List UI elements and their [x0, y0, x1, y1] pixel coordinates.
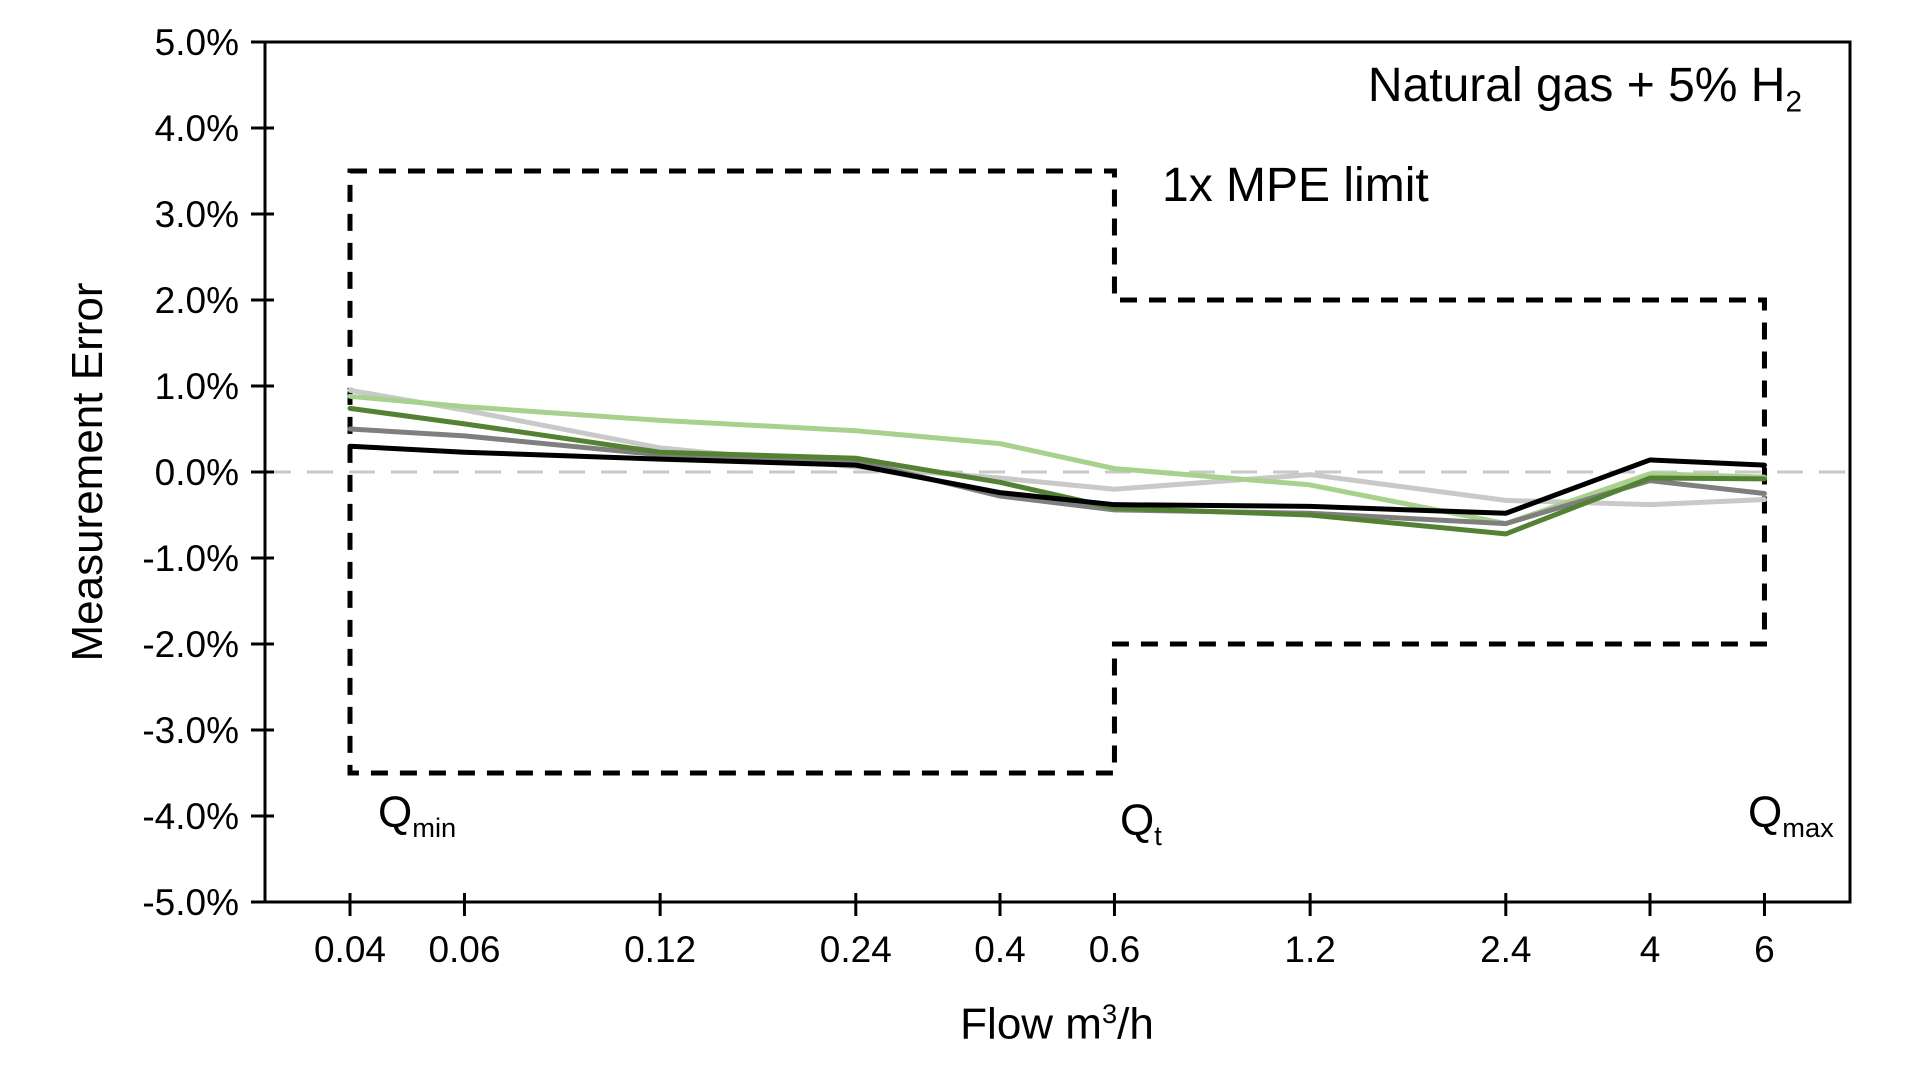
y-axis-title: Measurement Error [63, 282, 112, 662]
qmin-base: Q [378, 788, 413, 837]
y-tick-label: 1.0% [155, 366, 239, 407]
x-tick-label: 6 [1754, 929, 1775, 970]
series-line-light-green [347, 393, 1767, 527]
series-line-gray [347, 426, 1767, 527]
x-tick-label: 0.4 [974, 929, 1025, 970]
x-tick-label: 0.24 [820, 929, 892, 970]
x-tick-label: 0.06 [428, 929, 500, 970]
gas-mixture-text: Natural gas + 5% H [1367, 59, 1786, 112]
mpe-limit-boundary [347, 168, 1767, 776]
qt-base: Q [1120, 796, 1155, 845]
x-tick-label: 2.4 [1480, 929, 1531, 970]
x-tick-label: 1.2 [1284, 929, 1335, 970]
qmax-marker-label: Qmax [1748, 788, 1834, 844]
y-tick-label: -3.0% [142, 710, 239, 751]
y-tick-label: -1.0% [142, 538, 239, 579]
x-tick-label: 0.6 [1089, 929, 1140, 970]
y-tick-label: 0.0% [155, 452, 239, 493]
qmin-marker-label: Qmin [378, 788, 456, 844]
qt-marker-label: Qt [1120, 796, 1162, 852]
series-line-dark-green [347, 405, 1767, 537]
y-tick-label: -5.0% [142, 882, 239, 923]
x-tick-label: 4 [1640, 929, 1661, 970]
y-tick-label: 2.0% [155, 280, 239, 321]
qt-subscript: t [1154, 819, 1162, 851]
y-tick-label: 3.0% [155, 194, 239, 235]
mpe-limit-annotation: 1x MPE limit [1162, 159, 1429, 212]
qmax-base: Q [1748, 788, 1783, 837]
gas-mixture-subscript: 2 [1785, 85, 1802, 119]
gas-mixture-annotation: Natural gas + 5% H2 [1368, 58, 1802, 120]
series-line-black [347, 443, 1767, 516]
qmax-subscript: max [1782, 811, 1834, 843]
qmin-subscript: min [412, 811, 457, 843]
y-tick-label: -4.0% [142, 796, 239, 837]
x-axis-title-base: Flow m [960, 999, 1102, 1049]
x-axis-title-superscript: 3 [1101, 998, 1118, 1029]
x-tick-label: 0.04 [314, 929, 386, 970]
y-tick-label: 5.0% [155, 22, 239, 63]
x-tick-label: 0.12 [624, 929, 696, 970]
x-axis-title: Flow m3/h [960, 998, 1154, 1050]
x-axis-title-suffix: /h [1117, 999, 1154, 1049]
y-tick-label: -2.0% [142, 624, 239, 665]
y-tick-label: 4.0% [155, 108, 239, 149]
